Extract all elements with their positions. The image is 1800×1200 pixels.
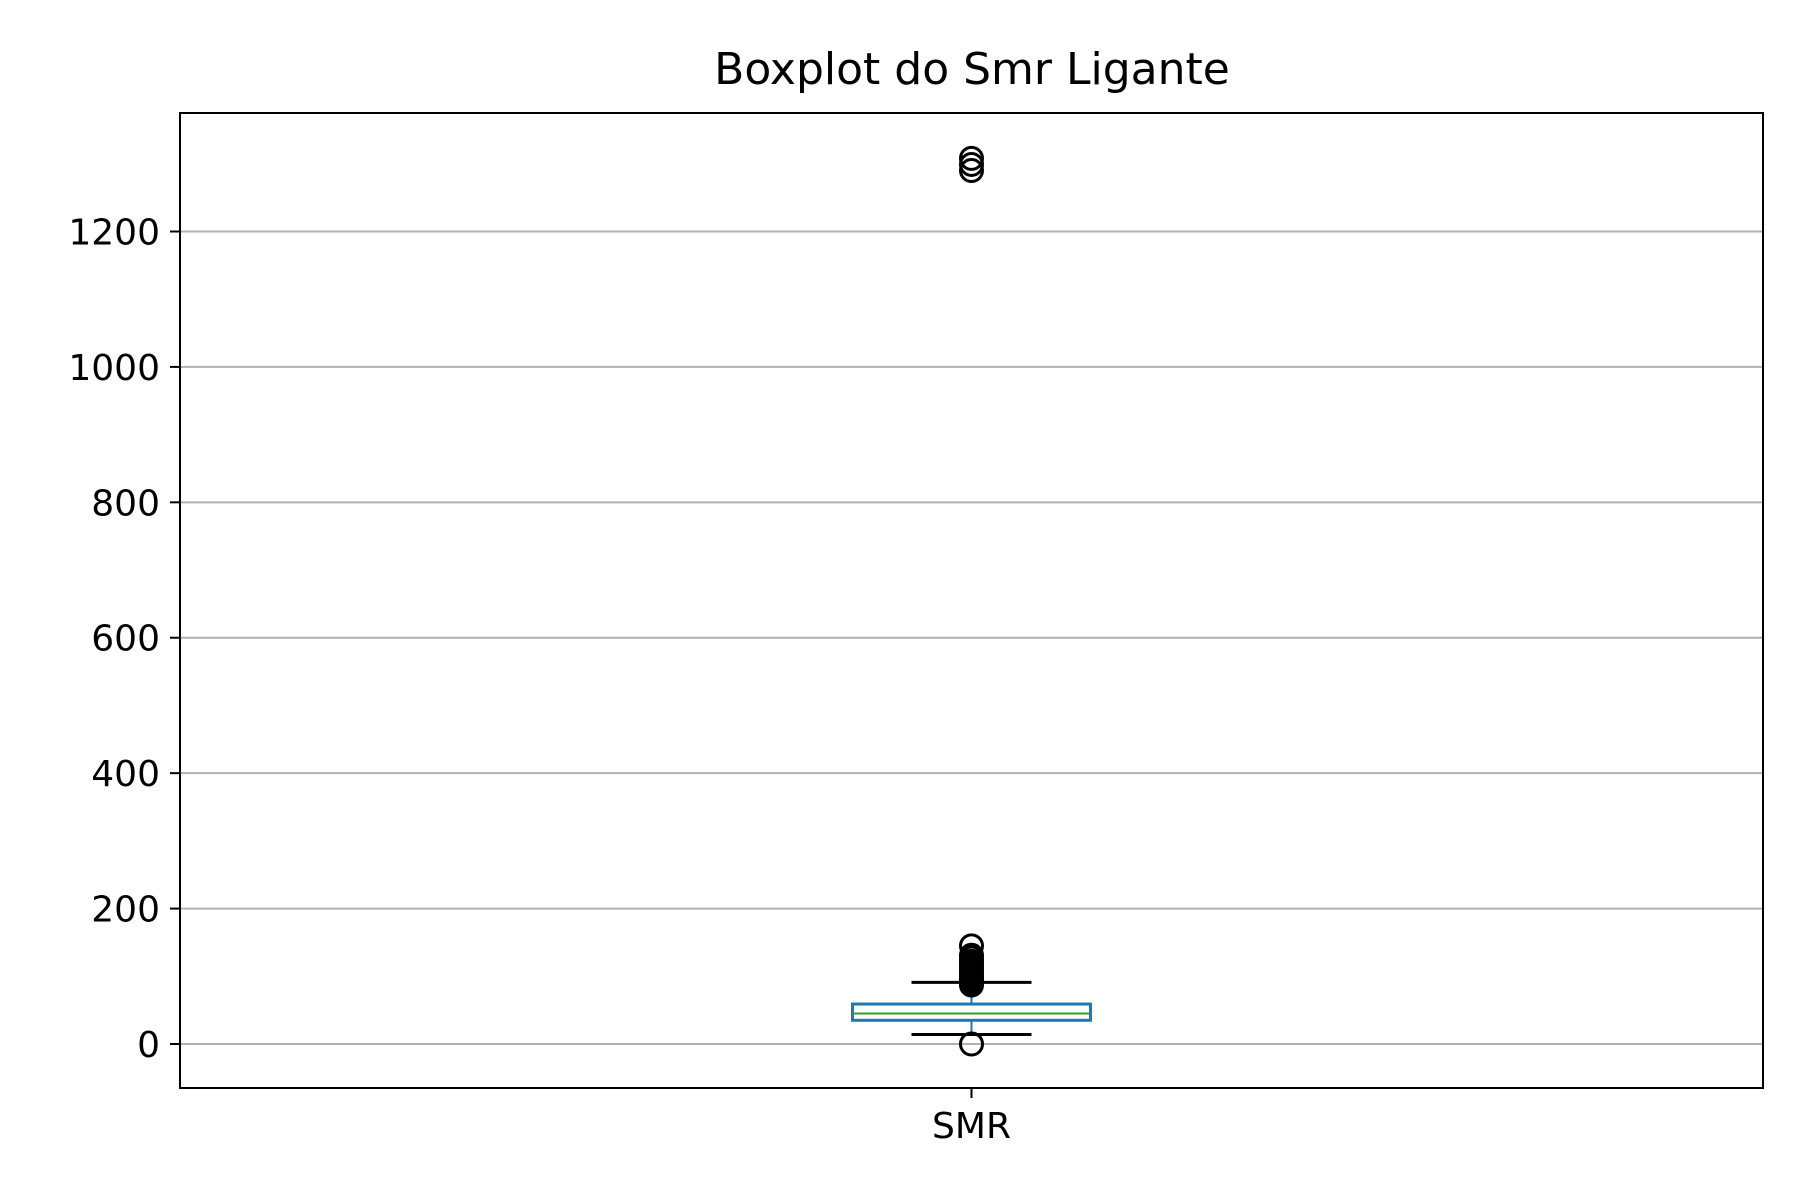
y-tick-label: 1200 xyxy=(68,212,160,253)
x-tick-label: SMR xyxy=(932,1106,1011,1147)
y-tick-label: 0 xyxy=(137,1025,160,1066)
outlier-point xyxy=(959,145,984,171)
outlier-point xyxy=(959,942,984,968)
outlier-point xyxy=(959,933,984,959)
y-tick-label: 1000 xyxy=(68,348,160,389)
x-axis: SMR xyxy=(932,1088,1011,1147)
outlier-point xyxy=(959,1031,984,1057)
y-tick-label: 800 xyxy=(91,483,160,524)
y-tick-label: 400 xyxy=(91,754,160,795)
box-series xyxy=(851,145,1092,1057)
outlier-point xyxy=(959,151,984,177)
iqr-box xyxy=(851,1002,1092,1022)
y-axis: 0 200 400 600 800 1000 1200 xyxy=(68,212,180,1066)
y-tick-label: 200 xyxy=(91,890,160,931)
outlier-point xyxy=(959,158,984,184)
chart-title: Boxplot do Smr Ligante xyxy=(714,44,1230,95)
y-gridlines xyxy=(180,230,1763,1045)
y-tick-label: 600 xyxy=(91,619,160,660)
